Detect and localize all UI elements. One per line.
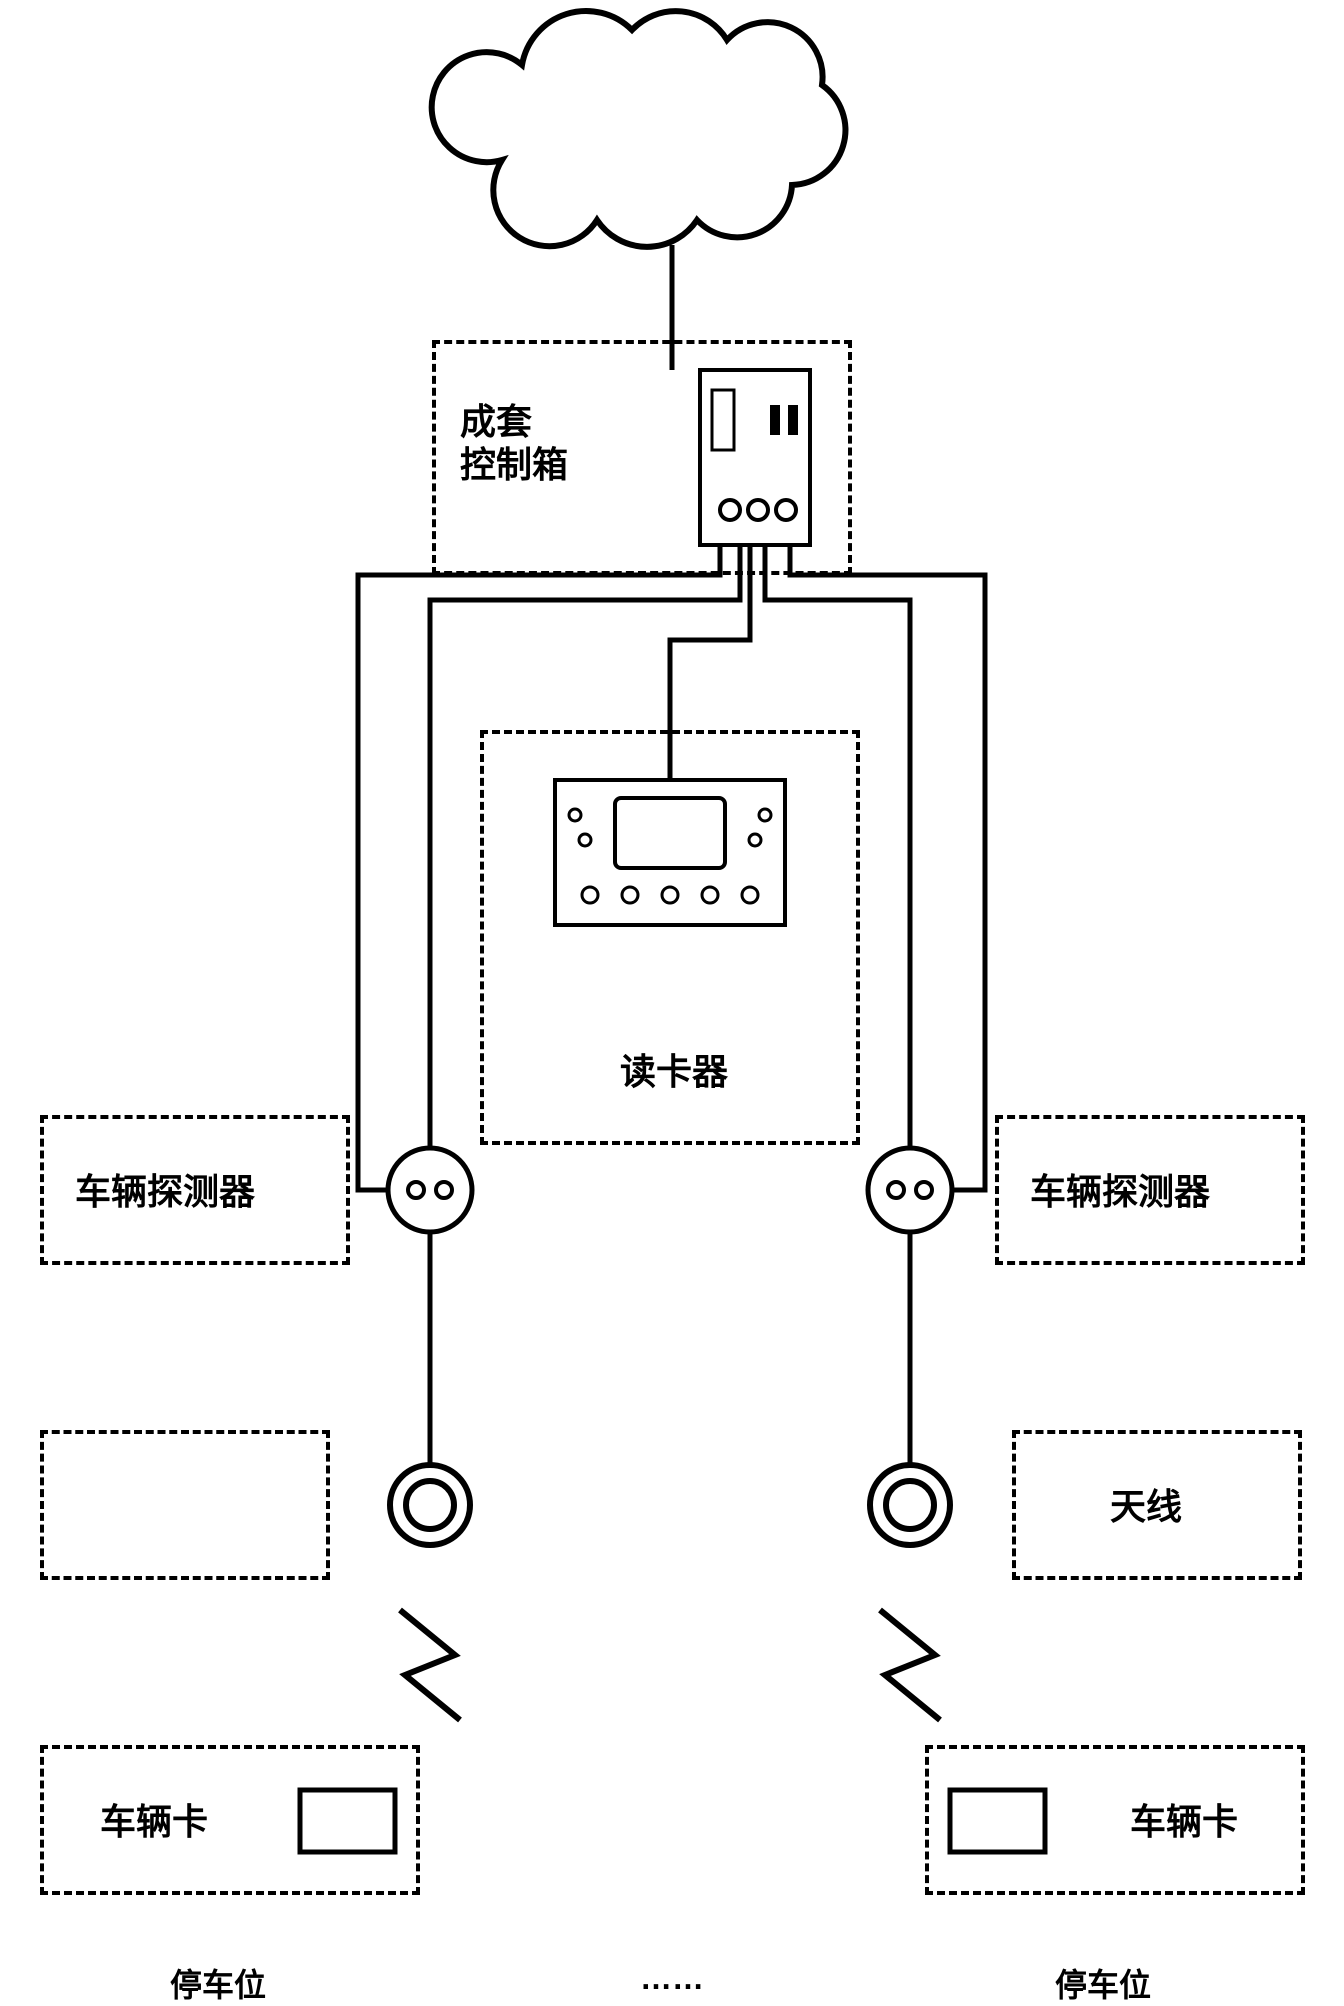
antenna-left-node — [40, 1430, 330, 1580]
detector-left-label: 车辆探测器 — [75, 1170, 255, 1213]
cloud-label: 内部管理网 — [560, 115, 750, 161]
bottom-label-mid: …… — [640, 1960, 704, 1997]
bottom-label-right: 停车位 — [1055, 1960, 1151, 2006]
diagram-canvas: 内部管理网 成套 控制箱 读卡器 车辆探测器 车辆探测器 天线 车辆卡 车辆卡 … — [0, 0, 1344, 1965]
card-left-node — [40, 1745, 420, 1895]
reader-label: 读卡器 — [620, 1050, 728, 1093]
control-box-label: 成套 控制箱 — [460, 400, 568, 486]
detector-right-label: 车辆探测器 — [1030, 1170, 1210, 1213]
card-right-label: 车辆卡 — [1130, 1800, 1238, 1843]
antenna-right-label: 天线 — [1110, 1485, 1182, 1528]
card-right-node — [925, 1745, 1305, 1895]
bottom-label-left: 停车位 — [170, 1960, 266, 2006]
card-left-label: 车辆卡 — [100, 1800, 208, 1843]
